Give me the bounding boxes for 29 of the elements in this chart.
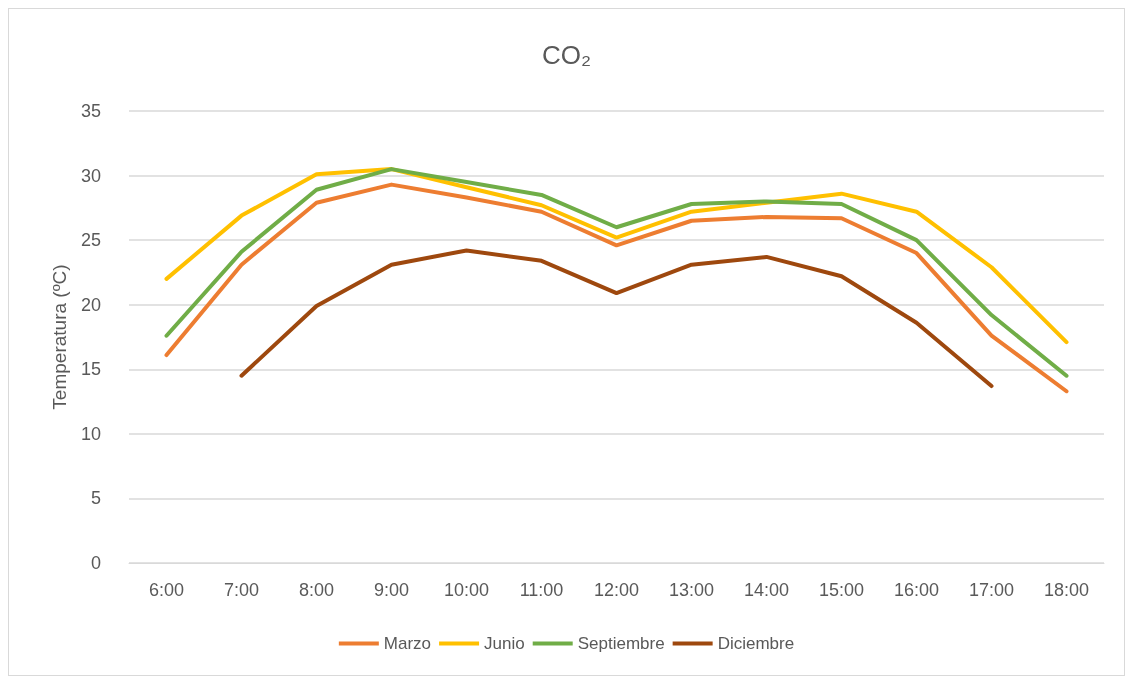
y-axis-title: Temperatura (ºC) (49, 264, 70, 410)
x-tick-label: 8:00 (298, 580, 335, 600)
y-tick-label: 5 (90, 488, 101, 509)
y-tick-label: 0 (90, 553, 101, 573)
x-tick-label: 12:00 (593, 580, 640, 600)
line-series (164, 167, 1069, 345)
y-tick-label: 20 (80, 294, 101, 315)
x-tick-label: 9:00 (373, 580, 410, 600)
y-tick-label: 25 (80, 230, 101, 251)
x-tick-label: 15:00 (818, 580, 865, 600)
x-tick-label: 16:00 (893, 580, 940, 600)
legend-label: Marzo (383, 634, 432, 653)
legend-label: Diciembre (717, 634, 795, 653)
x-tick-label: 10:00 (443, 580, 490, 600)
line-series (239, 248, 994, 389)
legend-label: Junio (484, 634, 525, 653)
x-tick-label: 7:00 (223, 580, 260, 600)
y-tick-label: 10 (80, 423, 101, 444)
x-tick-label: 14:00 (743, 580, 790, 600)
chart-title: CO₂ (541, 40, 592, 70)
y-tick-label: 30 (80, 165, 101, 186)
x-tick-label: 18:00 (1043, 580, 1090, 600)
x-tick-label: 11:00 (519, 580, 564, 600)
x-tick-label: 13:00 (668, 580, 715, 600)
x-tick-label: 6:00 (148, 580, 185, 600)
y-tick-label: 35 (80, 101, 101, 121)
x-tick-label: 17:00 (968, 580, 1015, 600)
y-tick-label: 15 (80, 359, 101, 380)
legend-label: Septiembre (577, 634, 665, 653)
